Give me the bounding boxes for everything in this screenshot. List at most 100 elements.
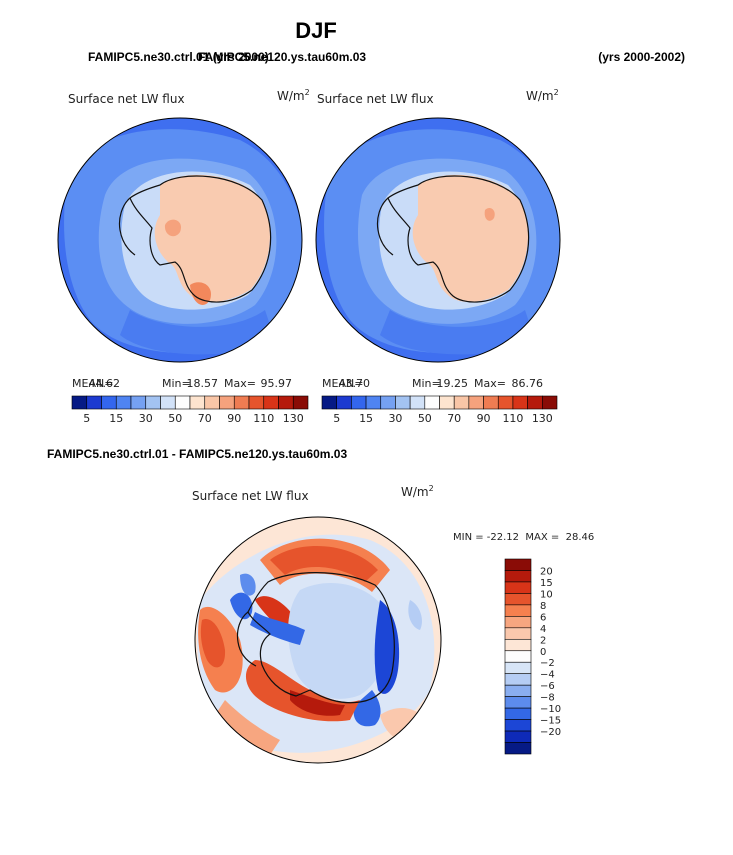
colorbar-tick-label: 30 xyxy=(388,412,402,425)
colorbar-tick-label: 15 xyxy=(109,412,123,425)
colorbar-swatch xyxy=(439,395,455,410)
mean-label: MEAN= xyxy=(322,377,363,390)
colorbar-swatch xyxy=(512,395,528,410)
panel-a-stats: MEAN= 44.62 Min= 18.57 Max= 95.97 xyxy=(72,377,292,390)
max-value: 86.76 xyxy=(512,377,544,390)
colorbar-swatch xyxy=(395,395,411,410)
colorbar-swatch xyxy=(336,395,352,410)
colorbar-swatch xyxy=(504,558,532,571)
colorbar-swatch xyxy=(71,395,88,410)
colorbar-swatch xyxy=(292,395,309,410)
colorbar-swatch xyxy=(101,395,117,410)
colorbar-swatch xyxy=(542,395,558,410)
colorbar-tick-label: 70 xyxy=(447,412,461,425)
colorbar-tick-label: 90 xyxy=(477,412,491,425)
case1-label: FAMIPC5.ne30.ctrl.01 (yrs 2000) xyxy=(88,50,269,64)
colorbar-swatch xyxy=(86,395,102,410)
min-value: 18.57 xyxy=(187,377,219,390)
panel-b-units: W/m2 xyxy=(526,88,559,103)
colorbar-tick-label: 4 xyxy=(540,624,546,635)
mean-label: MEAN= xyxy=(72,377,113,390)
panel-c-minmax: MIN = -22.12 MAX = 28.46 xyxy=(453,532,594,543)
panel-b-colorbar: 5 15 30 50 70 90 110 130 xyxy=(321,395,558,425)
colorbar-swatch xyxy=(219,395,235,410)
colorbar-swatch xyxy=(174,395,191,410)
case2-label: FAMIPC5.ne120.ys.tau60m.03 xyxy=(198,50,366,64)
colorbar-swatch xyxy=(504,616,532,629)
colorbar-swatch xyxy=(160,395,176,410)
colorbar-tick-label: 2 xyxy=(540,635,546,646)
colorbar-swatch xyxy=(351,395,367,410)
colorbar-swatch xyxy=(504,719,532,732)
colorbar-tick-label: 10 xyxy=(540,589,553,600)
colorbar-swatch xyxy=(504,684,532,697)
min-value: 19.25 xyxy=(437,377,469,390)
panel-c-units: W/m2 xyxy=(401,484,434,499)
colorbar-tick-label: −20 xyxy=(540,727,561,738)
years-label: (yrs 2000-2002) xyxy=(598,50,685,64)
panel-b-map xyxy=(316,118,560,362)
min-label: Min= xyxy=(412,377,441,390)
colorbar-tick-label: 30 xyxy=(139,412,153,425)
colorbar-tick-label: 15 xyxy=(540,578,553,589)
colorbar-swatch xyxy=(263,395,279,410)
panel-b-stats: MEAN= 43.70 Min= 19.25 Max= 86.76 xyxy=(322,377,543,390)
colorbar-swatch xyxy=(504,696,532,709)
colorbar-tick-label: 5 xyxy=(333,412,340,425)
colorbar-swatch xyxy=(204,395,220,410)
colorbar-tick-label: 130 xyxy=(532,412,553,425)
colorbar-swatch xyxy=(453,395,470,410)
colorbar-swatch xyxy=(504,707,532,720)
panel-a-map xyxy=(58,118,302,362)
figure-title: DJF xyxy=(295,18,337,43)
colorbar-tick-label: 8 xyxy=(540,601,546,612)
colorbar-tick-label: 15 xyxy=(359,412,373,425)
colorbar-tick-label: −4 xyxy=(540,670,555,681)
colorbar-tick-label: −8 xyxy=(540,693,555,704)
colorbar-tick-label: −6 xyxy=(540,681,555,692)
colorbar-swatch xyxy=(504,627,532,640)
colorbar-swatch xyxy=(504,570,532,583)
max-label: Max= xyxy=(224,377,256,390)
colorbar-tick-label: 50 xyxy=(418,412,432,425)
colorbar-swatch xyxy=(468,395,484,410)
colorbar-tick-label: 90 xyxy=(227,412,241,425)
colorbar-swatch xyxy=(504,673,532,686)
colorbar-swatch xyxy=(278,395,294,410)
colorbar-swatch xyxy=(233,395,250,410)
panel-a-units: W/m2 xyxy=(277,88,310,103)
colorbar-swatch xyxy=(380,395,396,410)
colorbar-swatch xyxy=(321,395,337,410)
max-value: 95.97 xyxy=(261,377,293,390)
panel-a-colorbar: 5 15 30 50 70 90 110 130 xyxy=(71,395,309,425)
colorbar-tick-label: −2 xyxy=(540,658,555,669)
mean-value: 43.70 xyxy=(339,377,371,390)
colorbar-swatch xyxy=(504,730,532,743)
max-label: Max= xyxy=(474,377,506,390)
colorbar-tick-label: 130 xyxy=(283,412,304,425)
colorbar-swatch xyxy=(504,604,532,617)
colorbar-swatch xyxy=(409,395,426,410)
colorbar-swatch xyxy=(115,395,132,410)
colorbar-swatch xyxy=(189,395,206,410)
colorbar-tick-label: 110 xyxy=(253,412,274,425)
colorbar-swatch xyxy=(504,593,532,606)
colorbar-swatch xyxy=(483,395,499,410)
colorbar-tick-label: 70 xyxy=(198,412,212,425)
min-label: Min= xyxy=(162,377,191,390)
colorbar-swatch xyxy=(504,661,532,675)
panel-c-title: Surface net LW flux xyxy=(192,489,309,503)
colorbar-tick-label: 5 xyxy=(83,412,90,425)
diff-title: FAMIPC5.ne30.ctrl.01 - FAMIPC5.ne120.ys.… xyxy=(47,447,347,461)
colorbar-swatch xyxy=(504,742,532,755)
colorbar-swatch xyxy=(497,395,514,410)
colorbar-tick-label: 20 xyxy=(540,566,553,577)
colorbar-tick-label: 110 xyxy=(502,412,523,425)
colorbar-swatch xyxy=(248,395,265,410)
mean-value: 44.62 xyxy=(89,377,121,390)
colorbar-tick-label: −15 xyxy=(540,716,561,727)
colorbar-swatch xyxy=(424,395,440,410)
colorbar-swatch xyxy=(145,395,161,410)
